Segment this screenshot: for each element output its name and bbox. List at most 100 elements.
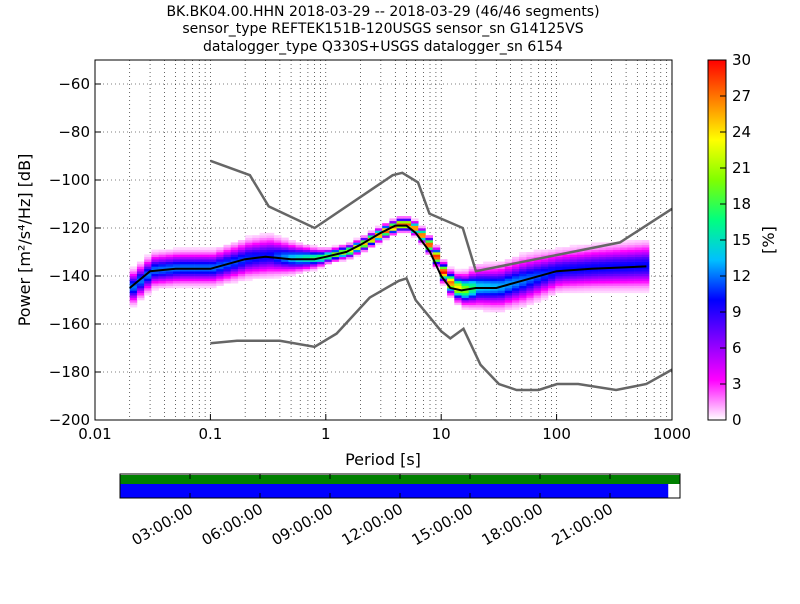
density-cell [497,300,506,303]
density-cell [129,266,138,270]
density-cell [158,252,167,255]
density-cell [540,280,549,284]
density-cell [605,276,614,279]
density-cell [540,264,549,267]
x-tick-label: 1 [321,425,331,443]
density-cell [382,223,390,226]
density-cell [259,232,268,236]
density-cell [512,278,520,282]
density-cell [403,230,412,234]
density-cell [576,273,585,277]
density-cell [432,244,441,248]
density-cell [245,247,253,250]
density-cell [216,271,224,274]
density-cell [230,273,239,277]
density-cell [447,288,455,291]
high-noise-model-line [209,159,673,273]
density-cell [627,283,635,286]
density-cell [346,247,354,250]
density-cell [194,264,203,267]
density-cell [461,300,470,303]
density-cell [598,290,607,294]
density-cell [187,252,195,255]
density-cell [504,302,513,306]
density-cell [468,273,477,277]
density-cell [259,259,268,262]
density-cell [634,271,643,274]
density-cell [165,259,174,262]
density-cell [310,244,318,248]
density-cell [201,271,210,274]
density-cell [562,283,571,286]
density-cell [266,266,275,270]
density-cell [634,288,643,291]
density-cell [230,268,239,272]
density-cell [526,292,534,296]
density-cell [180,264,188,267]
plot-frame [94,59,673,421]
density-cell [288,273,296,277]
density-cell [490,273,498,277]
density-cell [259,249,268,253]
density-cell [266,254,275,258]
density-cell [598,242,607,246]
density-cell [136,290,145,294]
density-cell [533,249,542,253]
density-cell [252,276,260,279]
density-cell [584,285,592,289]
density-cell [144,273,152,277]
density-cell [187,249,195,253]
density-cell [591,264,599,267]
density-cell [295,256,304,260]
density-cell [180,278,188,282]
y-tick-label: −200 [49,411,90,429]
density-cell [136,285,145,289]
density-cell [338,256,347,260]
density-cell [562,254,571,258]
density-cell [209,273,217,277]
density-cell [194,273,203,277]
density-cell [526,302,534,306]
density-cell [360,235,369,238]
density-cell [273,252,282,255]
density-cell [245,242,253,246]
density-cell [187,278,195,282]
density-cell [331,259,340,262]
density-cell [266,268,275,272]
density-cell [576,254,585,258]
density-cell [129,304,138,308]
density-cell [634,240,643,243]
density-cell [317,252,325,255]
density-cell [396,225,405,229]
density-cell [425,247,433,250]
density-cell [569,244,578,248]
density-cell [266,276,275,279]
density-cell [374,230,383,234]
density-cell [216,254,224,258]
density-cell [245,249,253,253]
colorbar-tick-label: 3 [732,375,742,393]
density-cell [259,266,268,270]
density-cell [425,242,433,246]
density-cell [526,276,534,279]
density-cell [562,271,571,274]
density-cell [634,244,643,248]
density-cell [461,271,470,274]
density-cell [512,295,520,298]
density-cell [216,278,224,282]
density-cell [454,295,462,298]
density-cell [526,268,534,272]
density-cell [151,266,159,270]
density-cell [454,300,462,303]
density-cell [605,283,614,286]
density-cell [180,285,188,289]
density-cell [497,307,506,310]
density-cell [288,254,296,258]
density-cell [302,256,311,260]
density-cell [461,290,470,294]
density-cell [641,247,650,250]
density-cell [230,244,239,248]
density-cell [389,228,397,231]
timeline-used-bar [120,484,669,498]
density-cell [259,256,268,260]
